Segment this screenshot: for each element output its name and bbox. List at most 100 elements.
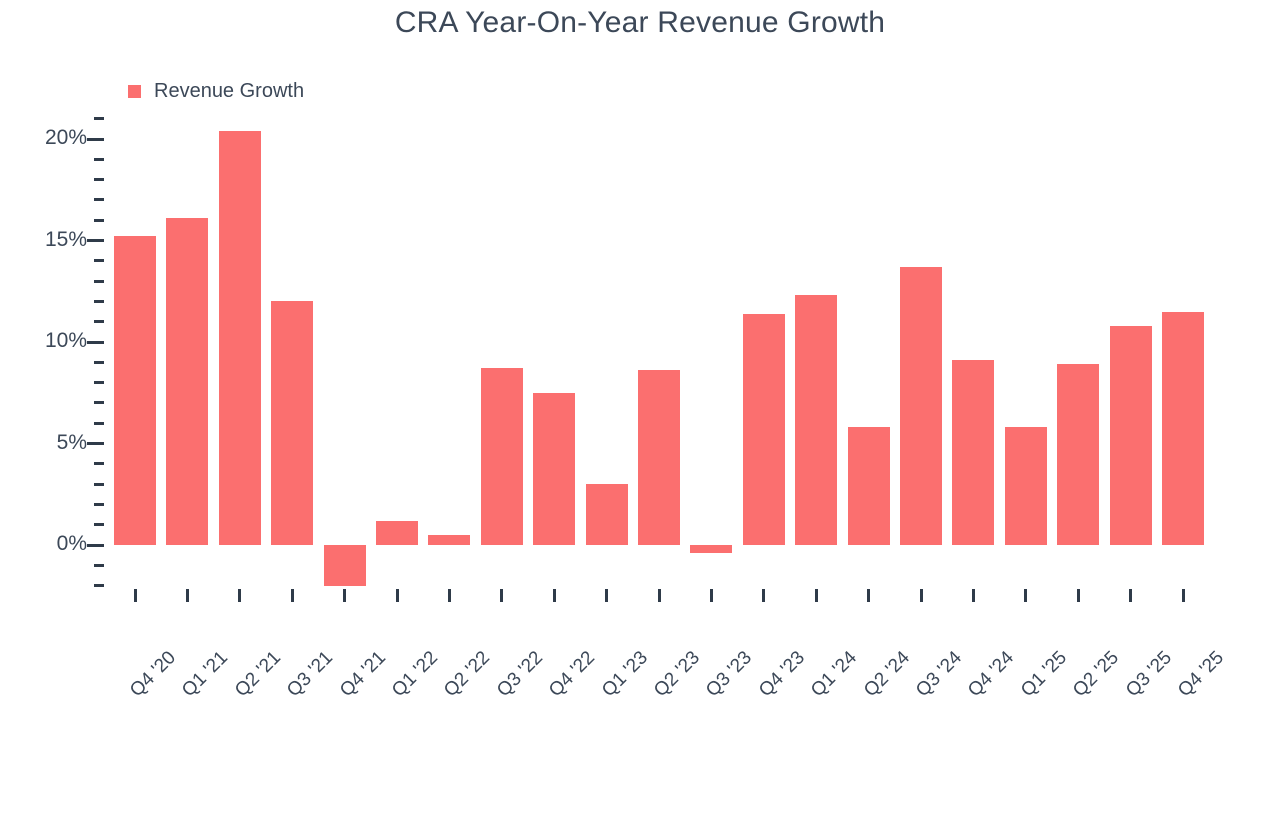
bar[interactable] bbox=[1109, 325, 1152, 545]
tick-mark bbox=[94, 401, 104, 405]
x-axis-tick-label: Q4 '24 bbox=[964, 647, 1019, 702]
x-axis-tick-label: Q1 '23 bbox=[597, 647, 652, 702]
x-axis-tick-label: Q1 '25 bbox=[1016, 647, 1071, 702]
x-axis-tick-mark bbox=[238, 589, 242, 602]
x-axis-tick-label: Q4 '21 bbox=[335, 647, 390, 702]
x-axis-tick-mark bbox=[290, 589, 294, 602]
tick-mark bbox=[94, 117, 104, 121]
y-axis-tick-label: 20% bbox=[44, 126, 87, 149]
bar[interactable] bbox=[795, 295, 838, 545]
bar[interactable] bbox=[900, 266, 942, 545]
tick-mark bbox=[94, 482, 104, 486]
y-axis: 0% 5% 10% 15% 20% bbox=[0, 0, 114, 720]
x-axis-tick-label: Q1 '22 bbox=[388, 647, 443, 702]
plot-area: Q4 '20 Q1 '21 Q2 '21 Q3 '21 Q4 '21 Q1 '22 Q2 '… bbox=[114, 120, 1234, 701]
tick-mark bbox=[94, 523, 104, 527]
x-axis-tick-label: Q3 '22 bbox=[492, 647, 547, 702]
y-axis-tick-label: 0% bbox=[56, 532, 87, 555]
x-axis-tick-mark bbox=[395, 589, 399, 602]
chart-container: CRA Year-On-Year Revenue Growth Revenue … bbox=[0, 0, 1234, 720]
tick-mark bbox=[87, 340, 104, 344]
tick-mark bbox=[94, 198, 104, 202]
x-axis-tick-mark bbox=[1076, 589, 1080, 602]
bar[interactable] bbox=[638, 370, 680, 545]
bar[interactable] bbox=[428, 534, 471, 545]
bar[interactable] bbox=[1162, 311, 1204, 545]
bar[interactable] bbox=[585, 484, 628, 545]
x-axis-tick-label: Q4 '22 bbox=[545, 647, 600, 702]
legend-label-revenue-growth: Revenue Growth bbox=[154, 80, 305, 102]
bar[interactable] bbox=[847, 427, 890, 545]
bar-series-revenue-growth bbox=[114, 120, 1234, 840]
x-axis-tick-label: Q3 '25 bbox=[1121, 647, 1176, 702]
x-axis-tick-label: Q1 '21 bbox=[178, 647, 233, 702]
tick-mark bbox=[94, 584, 104, 588]
bar[interactable] bbox=[742, 313, 785, 545]
x-axis-tick-mark bbox=[1181, 589, 1185, 602]
x-axis-tick-label: Q2 '24 bbox=[859, 647, 914, 702]
tick-mark bbox=[94, 360, 104, 364]
x-axis-tick-mark bbox=[133, 589, 137, 602]
x-axis-tick-mark bbox=[971, 589, 975, 602]
bar[interactable] bbox=[690, 545, 733, 554]
bar[interactable] bbox=[533, 392, 576, 545]
x-axis-tick-mark bbox=[552, 589, 556, 602]
tick-mark bbox=[94, 218, 104, 222]
x-axis-tick-mark bbox=[447, 589, 451, 602]
tick-mark bbox=[94, 157, 104, 161]
x-axis-tick-mark bbox=[762, 589, 766, 602]
x-axis-tick-label: Q3 '23 bbox=[702, 647, 757, 702]
bar[interactable] bbox=[376, 520, 418, 545]
x-axis-tick-label: Q3 '24 bbox=[912, 647, 967, 702]
bar[interactable] bbox=[271, 301, 314, 545]
x-axis-tick-label: Q2 '22 bbox=[440, 647, 495, 702]
tick-mark bbox=[94, 320, 104, 324]
tick-mark bbox=[94, 502, 104, 506]
x-axis-tick-mark bbox=[867, 589, 871, 602]
bar[interactable] bbox=[218, 130, 261, 545]
y-axis-tick-label: 10% bbox=[44, 329, 87, 352]
tick-mark bbox=[87, 442, 104, 445]
tick-mark bbox=[94, 259, 104, 263]
x-axis-tick-label: Q4 '25 bbox=[1174, 647, 1229, 702]
x-axis-tick-mark bbox=[185, 589, 189, 602]
bar[interactable] bbox=[114, 236, 156, 545]
legend-swatch-revenue-growth bbox=[128, 85, 141, 98]
y-axis-tick-label: 5% bbox=[56, 430, 87, 454]
x-axis-tick-label: Q2 '21 bbox=[230, 647, 285, 702]
tick-mark bbox=[94, 462, 104, 466]
tick-mark bbox=[94, 421, 104, 425]
x-axis-tick-mark bbox=[814, 589, 818, 602]
chart-title: CRA Year-On-Year Revenue Growth bbox=[394, 6, 886, 39]
x-axis-tick-label: Q2 '23 bbox=[650, 647, 705, 702]
x-axis-tick-label: Q4 '20 bbox=[126, 647, 181, 702]
tick-mark bbox=[94, 299, 104, 303]
x-axis-tick-mark bbox=[605, 589, 609, 602]
x-axis-labels: Q4 '20 Q1 '21 Q2 '21 Q3 '21 Q4 '21 Q1 '22 Q2 '… bbox=[114, 120, 1234, 840]
tick-mark bbox=[94, 279, 104, 283]
x-axis-tick-mark bbox=[657, 589, 661, 602]
bar[interactable] bbox=[952, 360, 995, 545]
bar[interactable] bbox=[166, 218, 209, 545]
x-axis-tick-mark bbox=[1129, 589, 1133, 602]
x-axis-tick-mark bbox=[1024, 589, 1028, 602]
bar[interactable] bbox=[480, 368, 523, 545]
x-axis-tick-mark bbox=[343, 589, 347, 602]
tick-mark bbox=[87, 239, 104, 242]
tick-mark bbox=[87, 543, 104, 547]
x-axis-tick-label: Q3 '21 bbox=[283, 647, 338, 702]
tick-mark bbox=[87, 137, 104, 141]
bar[interactable] bbox=[1004, 427, 1047, 545]
chart-legend: Revenue Growth bbox=[128, 80, 304, 103]
x-axis-ticks bbox=[114, 120, 1234, 840]
x-axis-tick-mark bbox=[709, 589, 713, 602]
tick-mark bbox=[94, 563, 104, 567]
x-axis-tick-label: Q1 '24 bbox=[807, 647, 862, 702]
bar[interactable] bbox=[1057, 364, 1100, 545]
y-axis-tick-label: 15% bbox=[44, 227, 87, 251]
tick-mark bbox=[94, 381, 104, 385]
bar[interactable] bbox=[323, 545, 366, 586]
tick-mark bbox=[94, 178, 104, 182]
x-axis-tick-label: Q2 '25 bbox=[1069, 647, 1124, 702]
x-axis-tick-mark bbox=[919, 589, 923, 602]
